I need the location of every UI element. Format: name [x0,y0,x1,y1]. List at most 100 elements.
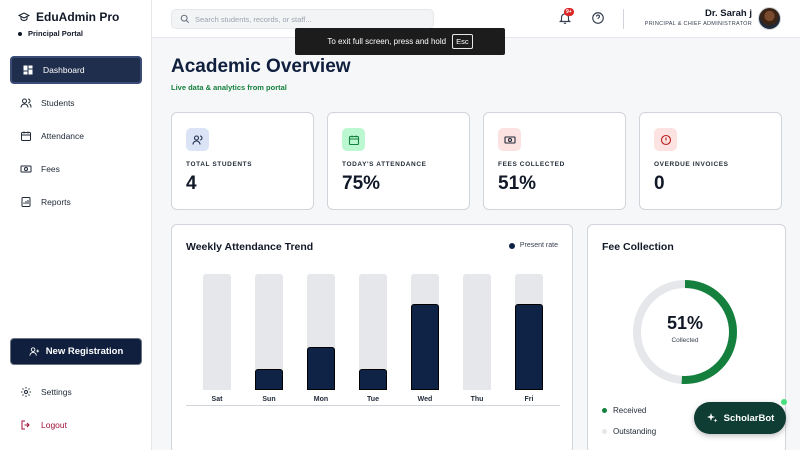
chart-title: Weekly Attendance Trend [186,241,314,253]
stat-label: TODAY'S ATTENDANCE [342,161,427,168]
legend-label: Present rate [519,242,558,249]
bar-track-sat [203,274,231,390]
user-role: PRINCIPAL & CHIEF ADMINISTRATOR [644,21,752,27]
stat-card-fees-collected: FEES COLLECTED 51% [483,112,626,210]
stat-value: 75% [342,173,381,194]
bar-sun[interactable] [255,368,283,390]
brand-name: EduAdmin Pro [36,10,120,24]
sidebar-item-label: Dashboard [43,65,85,75]
stat-icon-box [654,128,677,151]
sidebar-item-label: Fees [41,164,60,174]
bar-mon[interactable] [307,347,335,390]
cash-icon [20,165,32,173]
settings-label: Settings [41,387,72,397]
legend-swatch [508,242,515,249]
scholarbot-label: ScholarBot [723,412,775,424]
users-icon [191,134,203,145]
bar-track-sun [255,274,283,390]
logout-link[interactable]: Logout [20,419,67,431]
x-axis-line [186,405,560,406]
sidebar-item-label: Reports [41,197,71,207]
bar-track-thu [463,274,491,390]
bar-tue[interactable] [359,368,387,390]
stat-icon-box [186,128,209,151]
stat-label: FEES COLLECTED [498,161,565,168]
stat-label: TOTAL STUDENTS [186,161,253,168]
legend-received: Received [602,406,646,415]
search-input[interactable] [195,14,415,24]
x-tick-label: Thu [470,396,484,403]
stat-label: OVERDUE INVOICES [654,161,729,168]
avatar[interactable] [758,7,781,30]
fee-donut-chart [633,280,737,384]
stat-icon-box [342,128,365,151]
donut-arc-received [633,280,737,384]
settings-link[interactable]: Settings [20,386,72,398]
search-bar[interactable] [171,9,434,29]
search-icon [180,14,190,24]
portal-label: Principal Portal [28,29,84,38]
online-indicator [781,399,787,405]
sidebar-item-reports[interactable]: Reports [10,188,142,216]
users-icon [20,98,32,108]
sidebar-nav: Dashboard Students Attendance Fees Repor… [10,56,142,221]
esc-key: Esc [452,34,473,49]
stat-value: 4 [186,173,197,194]
sidebar-item-attendance[interactable]: Attendance [10,122,142,150]
x-tick-label: Sat [211,396,223,403]
new-registration-label: New Registration [45,346,124,357]
alert-icon [660,134,671,145]
donut-percent: 51% [666,313,704,333]
stat-value: 51% [498,173,537,194]
status-dot [18,31,22,36]
bar-wed[interactable] [411,304,439,390]
sparkle-icon [706,413,718,423]
sidebar-item-fees[interactable]: Fees [10,155,142,183]
page-subtitle: Live data & analytics from portal [171,83,287,92]
chart-plot-area: Sat Sun Mon Tue Wed Thu Fri [186,271,560,406]
help-icon[interactable] [591,11,605,25]
dashboard-icon [23,65,33,75]
calendar-icon [21,131,31,141]
bar-track-tue [359,274,387,390]
legend-label: Received [613,406,647,415]
chart-legend: Present rate [508,242,558,249]
logout-label: Logout [41,420,67,430]
logout-icon [21,420,30,430]
bar-track-wed [411,274,439,390]
page-title: Academic Overview [171,56,351,77]
stat-card-overdue-invoices: OVERDUE INVOICES 0 [639,112,782,210]
cash-icon [503,135,516,144]
x-tick-label: Wed [417,396,433,403]
legend-swatch [602,429,607,434]
bar-track-fri [515,274,543,390]
sidebar-item-label: Attendance [41,131,85,141]
header-divider [623,9,624,29]
stat-value: 0 [654,173,665,194]
x-tick-label: Sun [262,396,276,403]
fullscreen-toast: To exit full screen, press and hold Esc [295,28,505,55]
toast-text: To exit full screen, press and hold [327,37,447,46]
brand: EduAdmin Pro Principal Portal [18,10,119,38]
sidebar-item-students[interactable]: Students [10,89,142,117]
user-name: Dr. Sarah j [705,8,752,19]
gear-icon [21,387,31,397]
stat-card-attendance: TODAY'S ATTENDANCE 75% [327,112,470,210]
donut-caption: Collected [671,337,699,344]
stat-card-total-students: TOTAL STUDENTS 4 [171,112,314,210]
bar-fri[interactable] [515,304,543,390]
x-tick-label: Tue [367,396,379,403]
sidebar-item-label: Students [41,98,75,108]
scholarbot-button[interactable]: ScholarBot [694,402,786,434]
legend-label: Outstanding [613,427,657,436]
fee-title: Fee Collection [602,241,674,253]
sidebar-item-dashboard[interactable]: Dashboard [10,56,142,84]
bar-track-mon [307,274,335,390]
x-tick-label: Fri [524,396,534,403]
new-registration-button[interactable]: New Registration [10,338,142,365]
sidebar: EduAdmin Pro Principal Portal Dashboard … [0,0,152,450]
graduation-cap-icon [18,12,30,22]
notification-badge: 9+ [564,8,574,16]
stat-icon-box [498,128,521,151]
x-tick-label: Mon [313,396,329,403]
